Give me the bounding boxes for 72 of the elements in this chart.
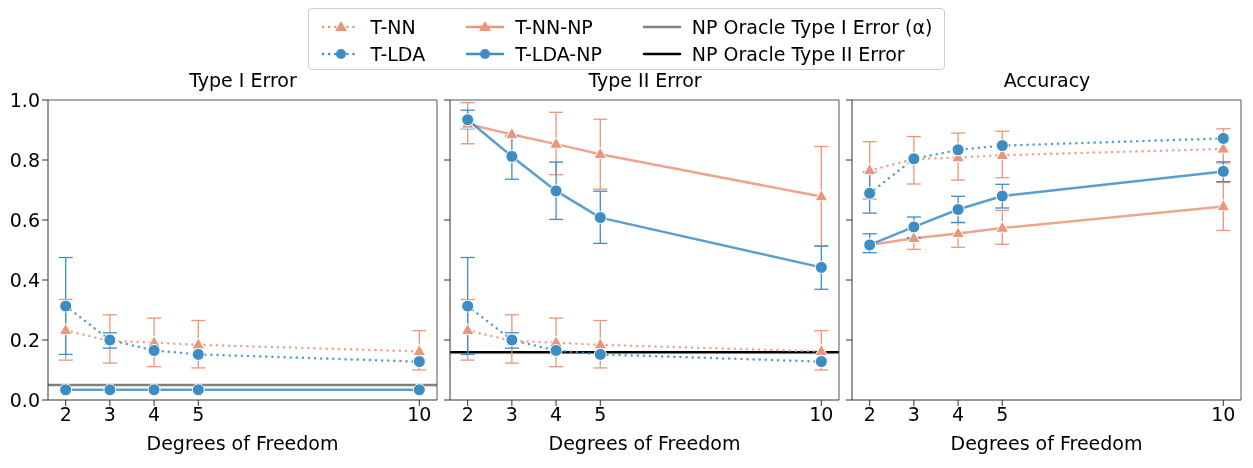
legend-label: T-LDA [370, 42, 426, 65]
legend-label: T-NN [370, 15, 416, 38]
legend-label: T-LDA-NP [515, 42, 602, 65]
x-tick-label: 2 [863, 403, 876, 426]
point [593, 211, 607, 225]
point [951, 203, 965, 216]
legend-label: NP Oracle Type II Error [691, 42, 905, 65]
point [862, 163, 877, 176]
point [951, 143, 965, 157]
x-tick-label: 4 [550, 403, 563, 426]
chart-title: Type II Error [587, 69, 703, 91]
point [593, 347, 607, 361]
chart-title: Accuracy [1002, 69, 1092, 91]
point [103, 383, 117, 397]
point [58, 322, 73, 336]
y-tick-label: 1.0 [9, 88, 40, 111]
point [995, 220, 1010, 233]
point [995, 189, 1009, 203]
point [549, 344, 563, 357]
point [863, 186, 877, 200]
point [814, 343, 829, 357]
point [995, 139, 1009, 153]
point [191, 347, 205, 361]
point [191, 383, 205, 397]
x-tick-label: 5 [996, 403, 1009, 426]
point [412, 343, 427, 357]
point [814, 355, 828, 369]
x-tick-label: 2 [461, 403, 474, 426]
point [505, 149, 519, 163]
y-tick-label: 0.8 [9, 148, 40, 171]
point [59, 299, 73, 313]
x-tick-label: 3 [907, 403, 920, 426]
y-tick-label: 0.2 [9, 328, 40, 351]
x-tick-label: 10 [407, 403, 432, 426]
x-tick-label: 3 [505, 403, 518, 426]
point [593, 337, 608, 350]
x-tick-label: 3 [103, 403, 116, 426]
point [951, 226, 965, 239]
legend-label: NP Oracle Type I Error (α) [691, 15, 933, 38]
point [593, 146, 608, 159]
point [549, 136, 563, 149]
x-axis-title: Degrees of Freedom [146, 432, 339, 454]
legend-label: T-NN-NP [515, 15, 593, 38]
point [549, 184, 563, 198]
x-axis-title: Degrees of Freedom [950, 432, 1143, 454]
y-tick-label: 0.0 [9, 388, 40, 411]
point [505, 127, 519, 140]
point [59, 383, 73, 397]
x-tick-label: 5 [192, 403, 205, 426]
x-tick-label: 2 [59, 403, 72, 426]
x-tick-label: 4 [952, 403, 965, 426]
point [1216, 199, 1231, 212]
chart-title: Type I Error [188, 69, 298, 91]
point [147, 344, 161, 357]
y-tick-label: 0.6 [9, 208, 40, 231]
x-axis-title: Degrees of Freedom [548, 432, 741, 454]
point [907, 220, 921, 234]
point [1216, 131, 1230, 145]
point [147, 383, 161, 397]
x-tick-label: 10 [809, 403, 834, 426]
x-tick-label: 4 [148, 403, 161, 426]
point [814, 260, 828, 274]
point [412, 355, 426, 369]
point [814, 189, 829, 202]
x-tick-label: 5 [594, 403, 607, 426]
point [1216, 164, 1230, 178]
y-tick-label: 0.4 [9, 268, 40, 291]
point [191, 337, 206, 350]
point [461, 299, 475, 313]
point [460, 322, 475, 336]
x-tick-label: 10 [1211, 403, 1236, 426]
point [412, 383, 426, 397]
